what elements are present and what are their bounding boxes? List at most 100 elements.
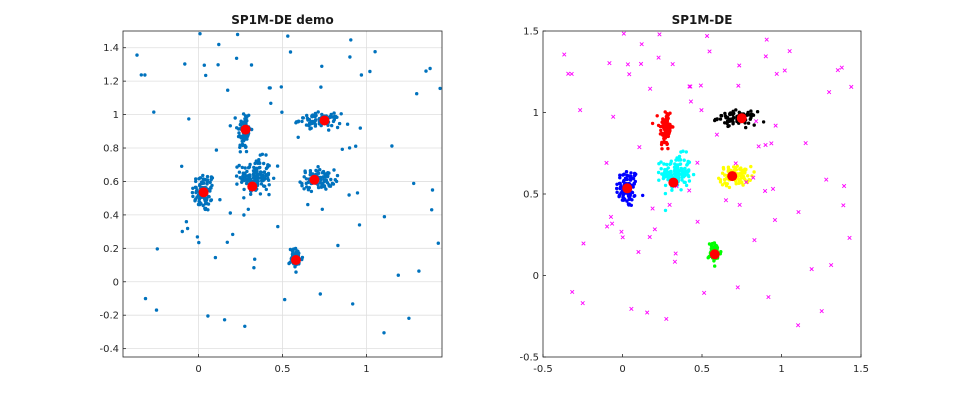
left-cluster-1-point [235, 126, 239, 130]
left-outlier-point [349, 38, 353, 42]
left-cluster-2-point [257, 158, 261, 162]
left-cluster-3-point [329, 177, 333, 182]
right-outlier-point [673, 251, 678, 256]
right-scatter-plot: -0.5 0 0.5 1 1.5 -0.5 0 0.5 1 1.5 SP1M-DE [519, 13, 868, 375]
right-outlier-point [611, 114, 616, 119]
left-cluster-center-4 [319, 115, 330, 126]
right-cluster-2-point [679, 150, 683, 154]
left-outlier-point [347, 146, 352, 150]
left-outlier-point [373, 50, 377, 54]
left-outlier-point [355, 191, 360, 195]
right-cluster-1-point [656, 123, 661, 128]
left-cluster-4-point [313, 119, 317, 123]
right-cluster-4-point [723, 111, 727, 116]
left-outlier-point [246, 207, 250, 211]
left-cluster-2-point [242, 213, 246, 217]
left-cluster-0-point [205, 174, 210, 179]
right-cluster-1-point [666, 146, 670, 151]
left-outlier-point [228, 211, 232, 215]
left-cluster-4-point [335, 125, 340, 130]
left-cluster-0-point [194, 177, 198, 181]
right-outlier-point [835, 68, 840, 73]
right-cluster-2-point [683, 166, 687, 171]
left-outlier-point [206, 314, 210, 318]
left-outlier-point [222, 318, 227, 322]
right-cluster-0-point [615, 190, 619, 194]
left-cluster-4-point [327, 115, 332, 119]
left-outlier-point [354, 144, 358, 148]
right-cluster-0-point [625, 174, 630, 178]
right-cluster-2-point [665, 162, 669, 167]
left-centers [198, 115, 330, 266]
right-xtick-label: 1.5 [853, 364, 869, 375]
left-outlier-point [318, 292, 322, 296]
right-cluster-4-point [720, 114, 724, 118]
right-cluster-2-point [675, 163, 679, 167]
right-cluster-3-point [722, 177, 727, 182]
right-outlier-point [826, 90, 832, 95]
right-cluster-0-point [631, 185, 635, 189]
left-cluster-3-point [316, 185, 321, 190]
right-chart-title: SP1M-DE [672, 13, 733, 27]
right-cluster-4-point [731, 117, 735, 121]
left-outlier-point [424, 69, 428, 73]
right-cluster-4-point [725, 119, 730, 123]
right-outlier-point [569, 71, 574, 77]
right-cluster-3-point [727, 185, 732, 190]
right-outlier-point [736, 83, 741, 88]
left-outlier-point [155, 247, 159, 251]
left-cluster-2-point [249, 192, 253, 196]
right-cluster-1-point [662, 139, 666, 144]
right-outlier-point [621, 31, 626, 36]
left-outlier-point [407, 316, 411, 320]
left-cluster-2-point [237, 170, 242, 174]
left-ytick-label: -0.2 [99, 311, 119, 322]
right-cluster-2-point [686, 162, 690, 166]
right-ytick-label: 1 [533, 108, 539, 119]
right-cluster-2-point [663, 183, 668, 188]
right-cluster-center-1 [662, 122, 673, 133]
right-cluster-3-point [743, 167, 747, 171]
right-outlier-point [847, 235, 852, 241]
left-cluster-0-point [210, 176, 215, 180]
right-cluster-2-point [680, 178, 684, 182]
left-cluster-2-point [264, 187, 268, 192]
left-cluster-2-point [255, 177, 259, 181]
left-cluster-0-point [191, 186, 195, 190]
left-cluster-2-point [262, 184, 266, 188]
left-cluster-5-point [288, 247, 293, 252]
left-cluster-3-point [300, 181, 304, 186]
right-cluster-0-point [641, 193, 645, 198]
left-cluster-5-point [297, 251, 301, 255]
right-outlier-point [839, 65, 844, 70]
left-cluster-2-point [241, 174, 245, 178]
right-cluster-5-point [713, 264, 717, 268]
right-cluster-3-point [723, 181, 727, 185]
left-outlier-point [347, 193, 351, 197]
left-outlier-point [412, 181, 416, 186]
left-cluster-0-point [203, 207, 207, 211]
right-cluster-2-point [659, 167, 663, 171]
left-cluster-2-point [240, 165, 244, 170]
right-cluster-0-point [615, 186, 619, 191]
right-centers [622, 113, 747, 260]
right-ytick-label: 0.5 [523, 190, 539, 201]
left-cluster-2-point [261, 173, 265, 178]
left-cluster-2-point [242, 196, 246, 200]
left-outlier-point [225, 240, 229, 244]
left-cluster-3-point [304, 177, 309, 181]
left-outlier-point [320, 64, 324, 69]
right-cluster-2-point [674, 166, 679, 170]
right-outlier-point [699, 108, 704, 113]
left-outlier-point [390, 144, 394, 148]
right-outlier-point [770, 186, 776, 192]
left-outlier-point [382, 215, 387, 219]
right-outlier-point [766, 294, 771, 300]
left-cluster-3-point [318, 180, 323, 185]
left-cluster-3-point [302, 175, 306, 179]
right-cluster-1-point [665, 142, 669, 146]
left-outlier-point [217, 42, 221, 47]
left-cluster-2-point [258, 153, 262, 157]
left-cluster-0-point [218, 198, 222, 202]
left-grid [123, 31, 442, 357]
